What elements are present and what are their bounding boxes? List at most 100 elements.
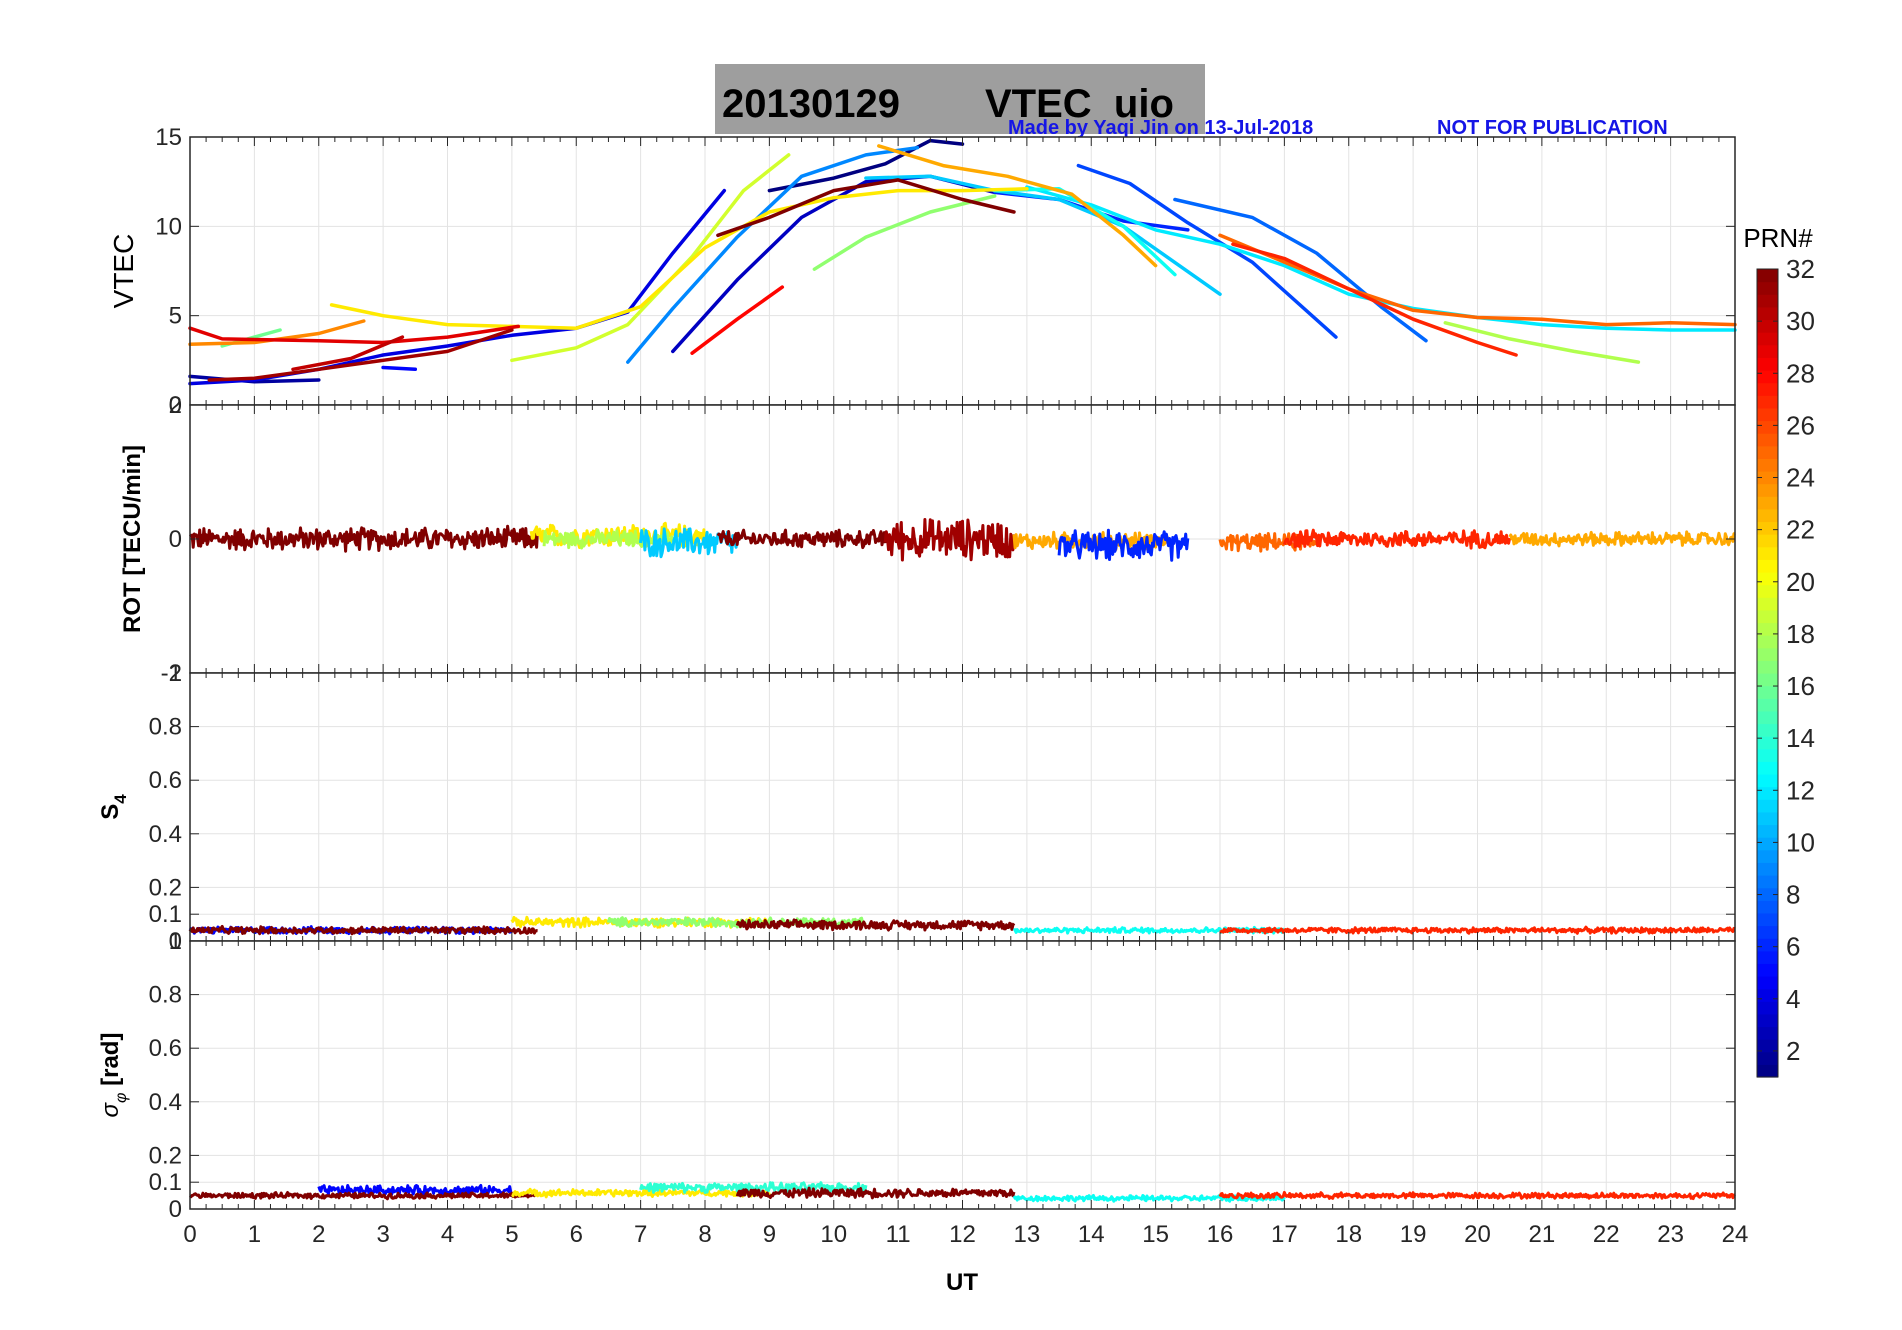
colorbar-tick-label: 28: [1786, 358, 1815, 388]
s4-data: [188, 915, 1736, 936]
vtec-trace-prn-27: [1231, 242, 1518, 357]
colorbar-band: [1757, 521, 1778, 535]
x-tick-label: 2: [312, 1221, 325, 1248]
colorbar-band: [1757, 887, 1778, 901]
rot-trace-prn-31: [883, 518, 1016, 562]
colorbar-band: [1757, 736, 1778, 750]
vtec-trace-prn-9: [626, 145, 920, 364]
panel-s4: 00.10.2 0.4 0.6 0.8 1 S4: [97, 660, 1736, 955]
x-tick-label: 9: [763, 1221, 776, 1248]
colorbar-band: [1757, 1051, 1778, 1065]
colorbar-band: [1757, 635, 1778, 649]
title-box: [715, 64, 1205, 134]
x-tick-label: 3: [376, 1221, 389, 1248]
colorbar-band: [1757, 1013, 1778, 1028]
colorbar-tick-label: 24: [1786, 463, 1815, 493]
x-tick-label: 11: [886, 1221, 911, 1248]
colorbar-band: [1757, 673, 1778, 687]
x-axis-label: UT: [946, 1269, 978, 1296]
colorbar-band: [1757, 900, 1778, 914]
colorbar-band: [1757, 799, 1778, 813]
colorbar-band: [1757, 433, 1778, 447]
colorbar-band: [1757, 496, 1778, 510]
rot-ytick-label: 0: [169, 526, 182, 553]
colorbar-band: [1757, 1039, 1778, 1053]
colorbar-band: [1757, 862, 1778, 876]
colorbar-band: [1757, 811, 1778, 826]
vtec-ytick-label: 10: [155, 213, 182, 240]
vtec-trace-prn-23: [877, 144, 1158, 268]
x-tick-label: 10: [820, 1221, 847, 1248]
x-tick-label: 13: [1014, 1221, 1041, 1248]
colorbar-band: [1757, 281, 1778, 295]
colorbar-band: [1757, 344, 1778, 358]
vtec-data: [188, 138, 1737, 386]
rot-data: [188, 518, 1736, 562]
colorbar-band: [1757, 445, 1778, 459]
vtec-trace-prn-21: [329, 187, 1029, 330]
vtec-trace-prn-17: [812, 194, 997, 271]
x-tick-label: 19: [1400, 1221, 1427, 1248]
colorbar-band: [1757, 837, 1778, 851]
s4-trace-prn-32: [735, 918, 1016, 932]
colorbar-band: [1757, 546, 1778, 560]
vtec-trace-prn-25: [1218, 233, 1737, 327]
colorbar-tick-label: 6: [1786, 932, 1800, 962]
vtec-trace-prn-29: [188, 324, 521, 345]
x-tick-label: 17: [1271, 1221, 1298, 1248]
panel-vtec: 0 5 10 15 VTEC: [108, 124, 1737, 419]
x-tick-label: 8: [698, 1221, 711, 1248]
vtec-trace-prn-24: [188, 319, 366, 347]
rot-trace-prn-25: [1218, 532, 1317, 553]
x-tick-label: 24: [1722, 1221, 1749, 1248]
x-tick-label: 18: [1335, 1221, 1362, 1248]
colorbar-tick-label: 30: [1786, 306, 1815, 336]
vtec-trace-prn-30: [291, 335, 405, 372]
sigma-phi-trace-prn-27: [1218, 1190, 1736, 1201]
colorbar-tick-label: 2: [1786, 1036, 1800, 1066]
x-tick-label: 1: [248, 1221, 261, 1248]
colorbar-tick-label: 22: [1786, 515, 1815, 545]
s4-ytick-label: 0.4: [149, 821, 182, 848]
colorbar-band: [1757, 976, 1778, 990]
sigma-phi-ytick-label: 0.4: [149, 1089, 182, 1116]
title-name: VTEC uio: [985, 82, 1174, 126]
rot-ytick-label: 2: [169, 392, 182, 419]
sigma-phi-data: [188, 1181, 1736, 1203]
x-tick-label: 21: [1529, 1221, 1556, 1248]
colorbar-band: [1757, 748, 1778, 762]
colorbar-band: [1757, 824, 1778, 838]
colorbar-band: [1757, 559, 1778, 573]
colorbar-band: [1757, 761, 1778, 775]
x-tick-label: 23: [1657, 1221, 1684, 1248]
colorbar-band: [1757, 332, 1778, 346]
colorbar-band: [1757, 786, 1778, 800]
colorbar-band: [1757, 698, 1778, 712]
sigma-phi-y-label: σφ [rad]: [97, 1033, 130, 1118]
colorbar-band: [1757, 294, 1778, 308]
s4-trace-prn-27: [1219, 925, 1736, 935]
x-tick-label: 15: [1142, 1221, 1169, 1248]
colorbar-band: [1757, 572, 1778, 586]
colorbar-band: [1757, 306, 1778, 321]
rot-trace-prn-32: [716, 528, 887, 550]
colorbar-band: [1757, 319, 1778, 333]
vtec-trace-prn-32: [716, 178, 1016, 238]
colorbar-band: [1757, 609, 1778, 624]
colorbar-band: [1757, 483, 1778, 497]
colorbar-tick-label: 12: [1786, 775, 1815, 805]
colorbar-band: [1757, 458, 1778, 472]
x-tick-label: 14: [1078, 1221, 1105, 1248]
s4-trace-prn-17: [606, 916, 867, 929]
colorbar-label: PRN#: [1743, 223, 1813, 253]
x-tick-label: 20: [1464, 1221, 1491, 1248]
colorbar-tick-label: 26: [1786, 410, 1815, 440]
vtec-ytick-label: 5: [169, 303, 182, 330]
colorbar-band: [1757, 357, 1778, 371]
sigma-phi-ytick-label: 0.8: [149, 982, 182, 1009]
colorbar-band: [1757, 685, 1778, 699]
x-tick-label: 0: [183, 1221, 196, 1248]
s4-ytick-label: 0.6: [149, 767, 182, 794]
